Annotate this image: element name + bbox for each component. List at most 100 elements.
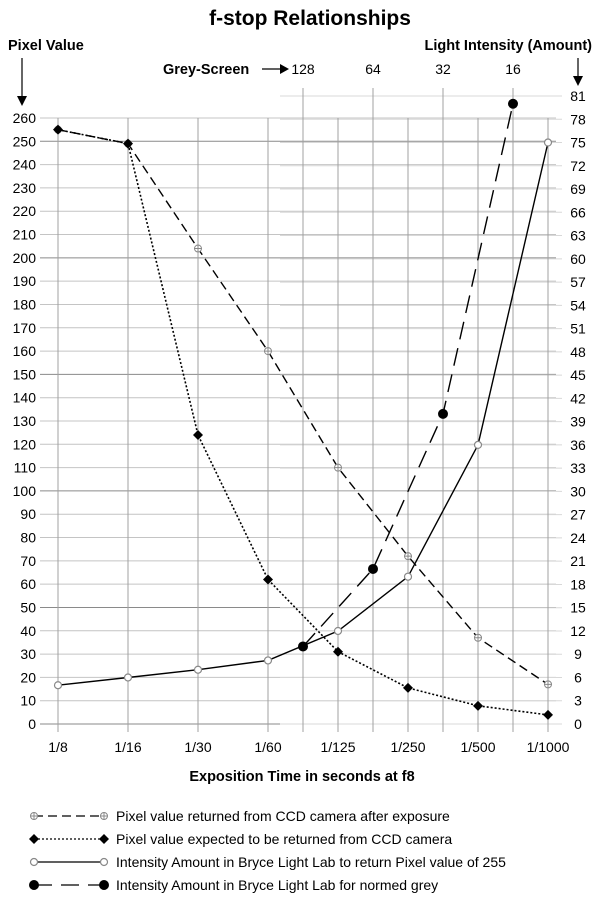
legend-label-3: Intensity Amount in Bryce Light Lab to r… [116,854,506,870]
right-tick-label: 12 [570,623,586,639]
legend-label-1: Pixel value returned from CCD camera aft… [116,808,450,824]
x-tick-label: 1/125 [320,739,355,755]
grey-screen-tick-label: 64 [365,61,381,77]
right-tick-label: 33 [570,460,586,476]
right-tick-label: 0 [574,716,582,732]
series-1-point-cross [404,552,412,561]
right-tick-label: 42 [570,390,586,406]
right-tick-label: 15 [570,600,586,616]
right-tick-label: 69 [570,181,586,197]
series-3-point [53,681,63,690]
right-tick-label: 51 [570,321,586,337]
legend-marker-1-cross [30,812,38,820]
series-3-point [403,572,413,581]
series-4-point [298,641,308,652]
series-2-point [53,124,63,135]
left-tick-label: 190 [13,273,37,289]
series-2-point [123,138,133,149]
legend-label-2: Pixel value expected to be returned from… [116,831,452,847]
left-tick-label: 230 [13,180,37,196]
series-line-4 [302,103,514,647]
series-markers [53,98,553,720]
series-4-point [508,98,518,109]
x-tick-label: 1/1000 [527,739,570,755]
x-axis-title: Exposition Time in seconds at f8 [189,769,414,785]
series-2-point [333,646,343,657]
left-tick-label: 30 [20,646,36,662]
left-axis-arrowhead [17,96,27,106]
left-tick-label: 120 [13,436,37,452]
right-tick-label: 72 [570,158,586,174]
series-2-point [193,429,203,440]
right-tick-label: 60 [570,251,586,267]
left-tick-label: 220 [13,203,37,219]
legend-label-4: Intensity Amount in Bryce Light Lab for … [116,877,438,893]
left-tick-label: 0 [28,716,36,732]
series-4-point [438,408,448,419]
x-tick-label: 1/8 [48,739,68,755]
series-2-point [543,709,553,720]
right-tick-label: 36 [570,437,586,453]
series-line-1 [57,129,549,685]
left-tick-label: 70 [20,553,36,569]
series-2-point [263,574,273,585]
left-tick-label: 130 [13,413,37,429]
grey-screen-tick-label: 16 [505,61,521,77]
series-4-point [368,563,378,574]
x-tick-label: 1/60 [254,739,281,755]
right-tick-label: 6 [574,669,582,685]
left-tick-label: 20 [20,669,36,685]
series-3-point [473,440,483,449]
right-tick-label: 75 [570,135,586,151]
left-tick-label: 240 [13,157,37,173]
series-3-point [543,138,553,147]
left-tick-label: 150 [13,366,37,382]
left-tick-label: 10 [20,693,36,709]
left-tick-label: 110 [14,460,37,476]
right-tick-label: 63 [570,228,586,244]
left-tick-label: 250 [13,133,37,149]
left-tick-label: 160 [13,343,37,359]
left-tick-label: 100 [13,483,37,499]
series-line-2 [57,128,549,716]
grey-screen-tick-label: 32 [435,61,451,77]
series-1-point-cross [264,347,272,356]
right-tick-label: 9 [574,646,582,662]
right-tick-label: 78 [570,111,586,127]
left-tick-label: 210 [13,227,37,243]
right-tick-label: 57 [570,274,586,290]
right-tick-label: 3 [574,693,582,709]
right-tick-label: 27 [570,507,586,523]
left-tick-label: 40 [20,623,36,639]
left-tick-label: 260 [13,110,37,126]
left-tick-label: 180 [13,296,37,312]
left-tick-labels: 0 10 20 30 40 50 60 70 80 90 100 110 120 130 140 150 160… [13,110,37,732]
series-3-point [123,673,133,682]
series-1-point-cross [334,463,342,472]
right-tick-label: 30 [570,483,586,499]
axis-arrows [17,58,583,106]
left-tick-label: 140 [13,390,37,406]
grey-screen-arrowhead [280,64,289,74]
x-tick-label: 1/30 [184,739,211,755]
legend-marker-1-cross [100,812,108,820]
chart-title: f-stop Relationships [209,7,411,30]
legend-marker-3 [99,857,109,867]
right-axis-arrowhead [573,76,583,86]
series-3-point [263,656,273,665]
right-tick-label: 39 [570,414,586,430]
series-2-point [473,700,483,711]
right-tick-label: 54 [570,297,586,313]
left-axis-title: Pixel Value [8,38,84,54]
series-3-point [333,626,343,636]
left-tick-label: 90 [20,506,36,522]
series-1-point-cross [544,680,552,689]
x-tick-labels: 1/8 1/16 1/30 1/60 1/125 1/250 1/500 1/1000 [48,739,569,755]
x-tick-label: 1/500 [460,739,495,755]
legend-marker-2 [99,834,109,844]
left-tick-label: 170 [13,320,37,336]
legend-marker-4 [29,880,39,890]
x-tick-label: 1/250 [390,739,425,755]
series-3-point [193,665,203,674]
